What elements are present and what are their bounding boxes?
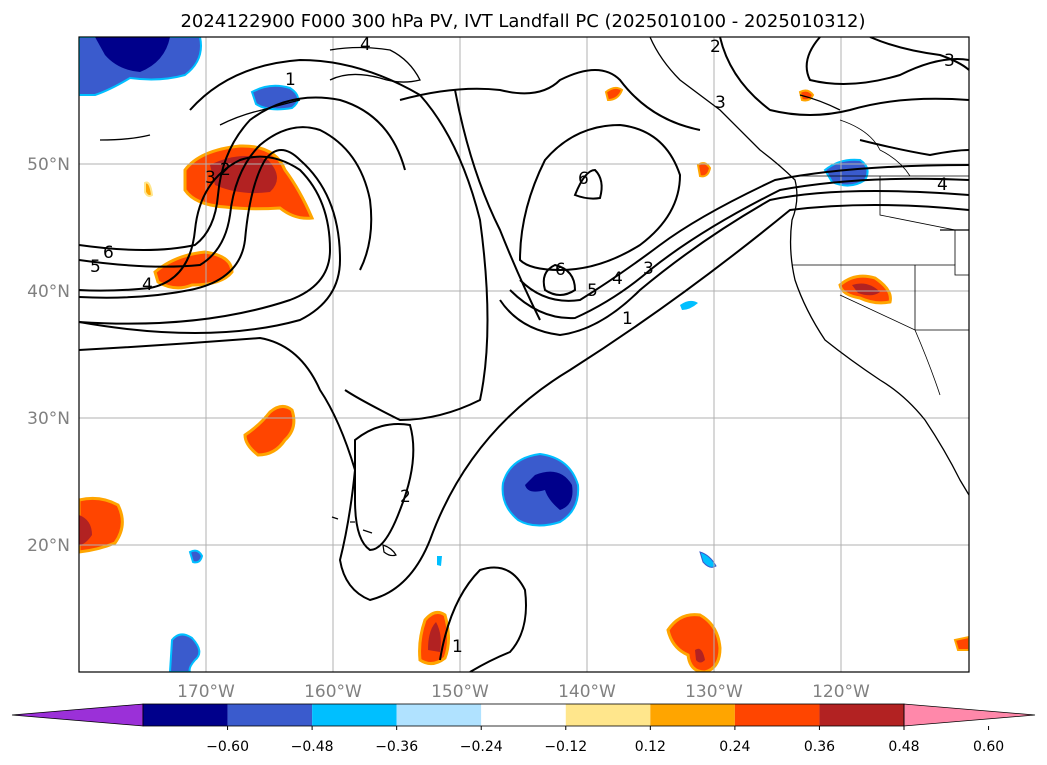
strong-positive-core xyxy=(428,622,441,652)
colorbar-segment xyxy=(481,704,566,726)
latitude-labels: 50°N 40°N 30°N 20°N xyxy=(27,155,70,556)
contour-label: 3 xyxy=(205,168,216,188)
contour-label: 2 xyxy=(220,160,231,180)
coastlines xyxy=(99,37,969,496)
positive-anomaly-region xyxy=(666,613,722,672)
contour-label: 5 xyxy=(587,281,598,301)
contour-label: 1 xyxy=(452,637,463,657)
contour-label: 2 xyxy=(710,37,721,57)
colorbar-tick-label: −0.36 xyxy=(375,739,418,755)
contour-label: 4 xyxy=(937,175,948,195)
colorbar-tick-label: 0.12 xyxy=(635,739,666,755)
contour-label: 3 xyxy=(643,259,654,279)
lon-tick-label: 170°W xyxy=(177,682,235,702)
hawaii-islands xyxy=(331,516,397,557)
contour-label: 4 xyxy=(612,269,623,289)
strong-negative-core xyxy=(525,471,573,510)
colorbar-tick-label: 0.36 xyxy=(804,739,835,755)
positive-anomaly-region xyxy=(953,635,969,651)
negative-anomaly-region xyxy=(188,549,204,564)
strong-positive-core xyxy=(79,515,92,545)
negative-anomaly-region xyxy=(168,633,201,672)
colorbar-segment xyxy=(143,704,228,726)
strong-positive-core xyxy=(695,648,705,663)
map-area: 1 3 2 6 5 4 6 6 5 4 3 1 2 1 4 3 2 3 4 xyxy=(78,35,970,673)
political-borders xyxy=(792,119,969,396)
colorbar-tick-label: 0.24 xyxy=(719,739,750,755)
lon-tick-label: 120°W xyxy=(812,682,870,702)
colorbar-tick-label: −0.48 xyxy=(291,739,334,755)
contour-label: 4 xyxy=(142,275,153,295)
colorbar-segment xyxy=(312,704,397,726)
negative-anomaly-region xyxy=(437,556,442,566)
gridlines xyxy=(79,37,969,672)
positive-anomaly-region xyxy=(79,496,124,554)
strong-negative-core xyxy=(95,37,170,72)
contour-label: 5 xyxy=(90,257,101,277)
lon-tick-label: 130°W xyxy=(685,682,743,702)
contour-label: 4 xyxy=(360,35,371,55)
figure-title: 2024122900 F000 300 hPa PV, IVT Landfall… xyxy=(180,11,865,32)
contour-labels: 1 3 2 6 5 4 6 6 5 4 3 1 2 1 4 3 2 3 4 xyxy=(90,35,955,657)
strong-positive-core xyxy=(852,283,880,296)
negative-anomaly-region xyxy=(823,158,869,187)
colorbar-segment xyxy=(734,704,820,726)
colorbar-tick-label: 0.48 xyxy=(888,739,919,755)
negative-anomaly-region xyxy=(699,551,717,568)
lat-tick-label: 20°N xyxy=(27,536,70,556)
map-background xyxy=(79,37,969,672)
colorbar-extend-high xyxy=(903,703,1036,727)
contour-label: 6 xyxy=(578,169,589,189)
contour-label: 1 xyxy=(285,70,296,90)
colorbar-extend-low xyxy=(11,703,144,727)
contour-label: 6 xyxy=(555,260,566,280)
colorbar-segment xyxy=(227,704,313,726)
colorbar: −0.60 −0.48 −0.36 −0.24 −0.12 0.12 0.24 0.36 0.4… xyxy=(11,703,1036,755)
strong-positive-core xyxy=(210,156,278,194)
contour-label: 2 xyxy=(400,487,411,507)
colorbar-frame xyxy=(142,703,905,727)
positive-anomaly-region xyxy=(604,86,624,102)
positive-anomaly-region xyxy=(243,405,296,457)
contour-label: 3 xyxy=(944,51,955,71)
lat-tick-label: 30°N xyxy=(27,409,70,429)
lon-tick-label: 160°W xyxy=(304,682,362,702)
lat-tick-label: 40°N xyxy=(27,282,70,302)
contour-label: 3 xyxy=(715,93,726,113)
colorbar-segment xyxy=(565,704,651,726)
lon-tick-label: 150°W xyxy=(431,682,489,702)
longitude-labels: 170°W 160°W 150°W 140°W 130°W 120°W xyxy=(177,682,870,702)
pv-contours xyxy=(79,37,969,672)
colorbar-tick-label: −0.60 xyxy=(206,739,249,755)
positive-anomaly-region xyxy=(696,162,712,178)
negative-anomaly-region xyxy=(680,300,698,310)
contour-label: 6 xyxy=(103,243,114,263)
contour-label: 1 xyxy=(622,309,633,329)
lat-tick-label: 50°N xyxy=(27,155,70,175)
lon-tick-label: 140°W xyxy=(558,682,616,702)
map-frame xyxy=(78,36,970,673)
colorbar-tick-label: −0.24 xyxy=(460,739,503,755)
colorbar-segment xyxy=(650,704,735,726)
colorbar-segment xyxy=(396,704,482,726)
colorbar-segment xyxy=(819,704,904,726)
colorbar-tick-label: −0.12 xyxy=(544,739,587,755)
colorbar-tick-label: 0.60 xyxy=(973,739,1004,755)
positive-anomaly-region xyxy=(144,181,154,197)
